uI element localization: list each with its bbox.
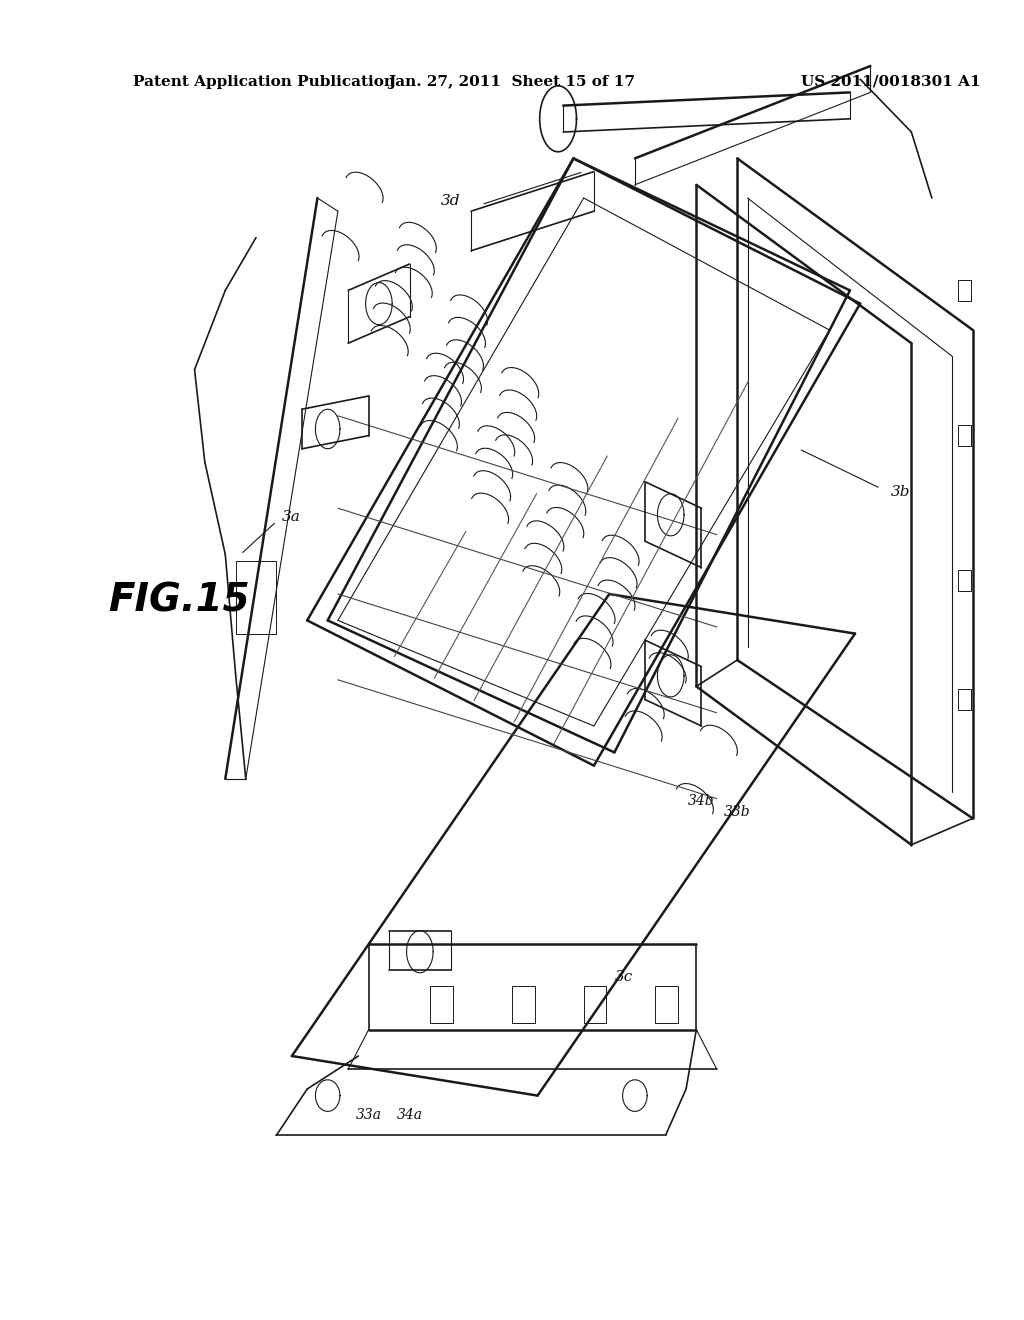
Text: Jan. 27, 2011  Sheet 15 of 17: Jan. 27, 2011 Sheet 15 of 17: [388, 75, 636, 88]
Bar: [512, 986, 535, 1023]
Bar: [958, 425, 971, 446]
Text: 33b: 33b: [724, 805, 751, 818]
Text: 3d: 3d: [441, 194, 461, 207]
Bar: [655, 986, 678, 1023]
Bar: [958, 280, 971, 301]
Text: 34a: 34a: [396, 1109, 423, 1122]
Bar: [236, 561, 276, 634]
Text: 33a: 33a: [355, 1109, 382, 1122]
Text: 3c: 3c: [614, 970, 633, 983]
Text: FIG.15: FIG.15: [109, 582, 250, 619]
Text: 3b: 3b: [891, 486, 910, 499]
Bar: [958, 570, 971, 591]
Text: 34b: 34b: [688, 795, 715, 808]
Bar: [584, 986, 606, 1023]
Bar: [958, 689, 971, 710]
Text: 3a: 3a: [282, 511, 300, 524]
Text: Patent Application Publication: Patent Application Publication: [133, 75, 395, 88]
Text: US 2011/0018301 A1: US 2011/0018301 A1: [801, 75, 981, 88]
Bar: [430, 986, 453, 1023]
